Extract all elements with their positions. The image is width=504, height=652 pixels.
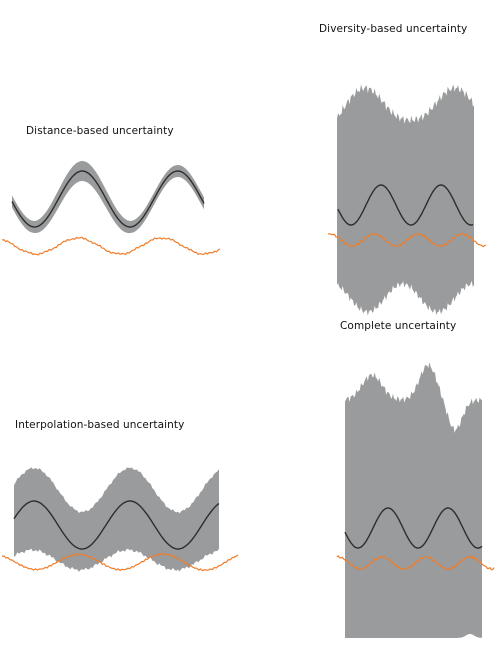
diversity-mean-line	[337, 184, 474, 226]
distance-mean-line	[11, 170, 205, 228]
complete-panel	[336, 362, 495, 638]
complete-mean-line	[344, 507, 483, 549]
interpolation-mean-line	[13, 500, 220, 550]
distance-panel	[1, 161, 221, 256]
interpolation-uncertainty-band	[14, 467, 219, 572]
complete-panel-title: Complete uncertainty	[340, 320, 457, 332]
interpolation-panel	[1, 467, 239, 572]
distance-panel-title: Distance-based uncertainty	[26, 125, 174, 137]
distance-uncertainty-band	[12, 161, 204, 234]
interpolation-truth-line	[1, 552, 239, 572]
diversity-uncertainty-band	[337, 84, 474, 316]
diversity-truth-line	[327, 232, 487, 248]
complete-truth-line	[336, 554, 495, 571]
diversity-panel-title: Diversity-based uncertainty	[319, 23, 468, 35]
diversity-panel	[327, 84, 487, 316]
interpolation-panel-title: Interpolation-based uncertainty	[15, 419, 185, 431]
complete-uncertainty-band	[345, 362, 482, 638]
distance-truth-line	[1, 236, 221, 256]
